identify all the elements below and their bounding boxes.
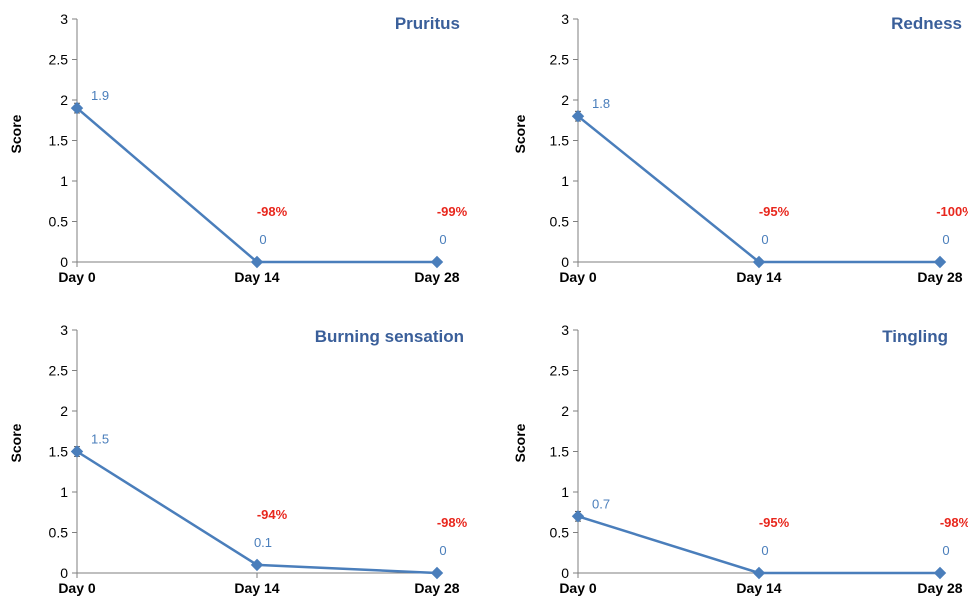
series-line [76,107,437,264]
y-tick-label: 2.5 [49,363,69,379]
data-label: 1.5 [91,432,109,447]
x-tick-label: Day 0 [559,269,597,285]
y-tick-label: 1.5 [49,444,69,460]
y-tick-label: 3 [60,322,68,338]
y-tick-label: 3 [561,11,569,27]
y-tick-label: 0 [60,565,68,581]
y-tick-label: 1.5 [49,133,69,149]
y-tick-label: 0.5 [49,525,69,541]
percent-change-label: -95% [759,204,790,219]
data-label: 0.7 [592,496,610,511]
percent-change-label: -99% [437,204,468,219]
data-point-marker [933,566,947,580]
percent-change-label: -98% [940,515,968,530]
chart-plot: 0 0.5 1 1.5 2 2.5 3 Day 0 Day 14 Day 28 0.7 0 -95% 0 -… [550,322,968,596]
x-tick-label: Day 14 [234,580,279,596]
x-tick-label: Day 28 [414,580,459,596]
percent-change-label: -94% [257,507,288,522]
data-label: 0 [761,543,768,558]
x-tick-label: Day 28 [917,269,962,285]
data-point-marker [70,445,84,458]
percent-change-label: -98% [257,204,288,219]
chart-panel-tingling: Tingling Score 0 0.5 1 1.5 2 2.5 3 Day 0 Day 14 D… [484,311,968,601]
data-label: 0 [439,232,446,247]
y-tick-label: 1 [561,484,569,500]
y-tick-label: 2.5 [550,52,570,68]
y-tick-label: 2 [561,403,569,419]
y-tick-label: 3 [561,322,569,338]
x-tick-label: Day 0 [58,269,96,285]
chart-plot: 0 0.5 1 1.5 2 2.5 3 Day 0 Day 14 Day 28 1.9 0 -98% 0 -… [49,11,468,285]
chart-plot: 0 0.5 1 1.5 2 2.5 3 Day 0 Day 14 Day 28 1.8 0 -95% 0 -… [550,11,968,285]
percent-change-label: -95% [759,515,790,530]
chart-plot: 0 0.5 1 1.5 2 2.5 3 Day 0 Day 14 Day 28 1.5 0.1 -94%… [49,322,468,596]
y-tick-label: 0.5 [550,525,570,541]
y-tick-label: 2 [60,403,68,419]
data-label: 0 [761,232,768,247]
data-label: 0 [259,232,266,247]
y-tick-label: 0.5 [49,214,69,230]
data-label: 0 [439,543,446,558]
percent-change-label: -98% [437,515,468,530]
chart-title: Tingling [882,327,948,346]
data-point-marker [250,558,264,572]
y-tick-label: 2 [60,92,68,108]
x-tick-label: Day 14 [736,580,781,596]
y-tick-label: 1.5 [550,444,570,460]
chart-title: Pruritus [394,14,460,33]
y-tick-label: 2 [561,92,569,108]
y-tick-label: 1.5 [550,133,570,149]
y-tick-label: 0 [561,565,569,581]
y-tick-label: 0 [60,254,68,270]
data-label: 0 [942,232,949,247]
series-line [577,115,940,264]
chart-panel-burning-sensation: Burning sensation Score 0 0.5 1 1.5 2 2.5 3 Day… [0,311,484,601]
data-point-marker [752,566,766,580]
chart-panel-redness: Redness Score 0 0.5 1 1.5 2 2.5 3 Day 0 Day 14 Da… [484,0,968,300]
data-point-marker [752,255,766,269]
x-tick-label: Day 14 [736,269,781,285]
percent-change-label: -100% [936,204,968,219]
data-point-marker [430,255,444,269]
y-tick-label: 0.5 [550,214,570,230]
data-point-marker [571,109,585,123]
y-tick-label: 2.5 [550,363,570,379]
data-point-marker [933,255,947,269]
data-point-marker [70,101,84,115]
y-tick-label: 1 [561,173,569,189]
data-label: 1.9 [91,88,109,103]
chart-title: Redness [891,14,962,33]
data-point-marker [250,255,264,269]
data-point-marker [571,510,585,523]
data-point-marker [430,566,444,580]
y-tick-label: 0 [561,254,569,270]
y-tick-label: 2.5 [49,52,69,68]
y-tick-label: 3 [60,11,68,27]
x-tick-label: Day 14 [234,269,279,285]
x-tick-label: Day 0 [559,580,597,596]
data-label: 0.1 [254,535,272,550]
x-tick-label: Day 28 [414,269,459,285]
data-label: 0 [942,543,949,558]
y-tick-label: 1 [60,484,68,500]
chart-title: Burning sensation [314,327,464,346]
x-tick-label: Day 0 [58,580,96,596]
chart-panel-pruritus: Pruritus Score 0 0.5 1 1.5 2 2.5 3 Day 0 Day 14 D… [0,0,484,300]
x-tick-label: Day 28 [917,580,962,596]
y-tick-label: 1 [60,173,68,189]
data-label: 1.8 [592,96,610,111]
